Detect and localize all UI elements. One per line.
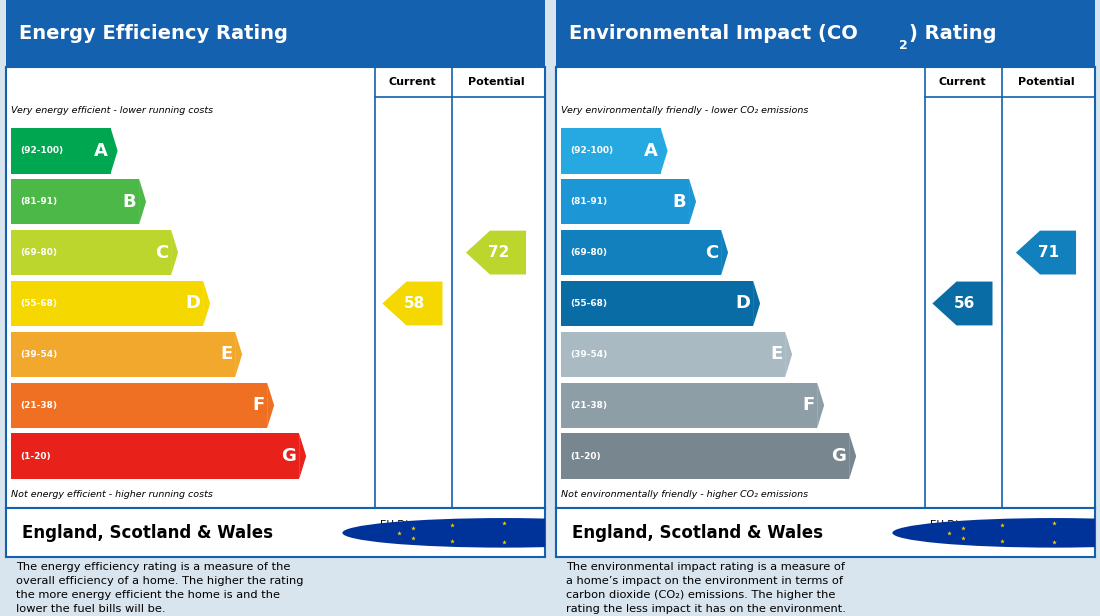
Text: C: C <box>705 243 718 262</box>
Polygon shape <box>172 230 178 275</box>
Text: A: A <box>94 142 108 160</box>
Text: 72: 72 <box>487 245 509 260</box>
Text: C: C <box>155 243 168 262</box>
Polygon shape <box>383 282 442 325</box>
Bar <box>11 179 139 224</box>
Text: The environmental impact rating is a measure of
a home’s impact on the environme: The environmental impact rating is a mea… <box>566 562 846 614</box>
Bar <box>11 128 111 174</box>
Bar <box>11 281 204 326</box>
Text: D: D <box>736 294 750 312</box>
Polygon shape <box>466 230 526 275</box>
Text: Not energy efficient - higher running costs: Not energy efficient - higher running co… <box>11 490 212 500</box>
Text: A: A <box>644 142 658 160</box>
Text: (81-91): (81-91) <box>571 197 607 206</box>
Polygon shape <box>235 331 242 377</box>
Text: Very environmentally friendly - lower CO₂ emissions: Very environmentally friendly - lower CO… <box>561 107 808 115</box>
Text: 2: 2 <box>899 39 907 52</box>
Bar <box>11 434 299 479</box>
Bar <box>11 331 235 377</box>
Text: E: E <box>770 346 782 363</box>
Polygon shape <box>299 434 306 479</box>
Polygon shape <box>661 128 668 174</box>
Text: 56: 56 <box>954 296 976 311</box>
Text: Current: Current <box>938 76 987 86</box>
Polygon shape <box>111 128 118 174</box>
Text: (69-80): (69-80) <box>571 248 607 257</box>
Bar <box>561 128 661 174</box>
Polygon shape <box>139 179 146 224</box>
Polygon shape <box>722 230 728 275</box>
Circle shape <box>342 518 666 548</box>
Polygon shape <box>1016 230 1076 275</box>
Text: (92-100): (92-100) <box>571 146 614 155</box>
Text: 58: 58 <box>404 296 426 311</box>
Text: Current: Current <box>388 76 437 86</box>
Text: B: B <box>673 193 686 211</box>
Text: EU Directive
2002/91/EC: EU Directive 2002/91/EC <box>931 521 994 543</box>
Text: Potential: Potential <box>468 76 525 86</box>
Bar <box>11 383 267 428</box>
Polygon shape <box>817 383 824 428</box>
Text: (69-80): (69-80) <box>21 248 57 257</box>
Text: Energy Efficiency Rating: Energy Efficiency Rating <box>19 24 288 43</box>
Text: Environmental Impact (CO: Environmental Impact (CO <box>569 24 858 43</box>
Text: F: F <box>802 396 814 415</box>
Text: Potential: Potential <box>1018 76 1075 86</box>
Polygon shape <box>785 331 792 377</box>
Text: The energy efficiency rating is a measure of the
overall efficiency of a home. T: The energy efficiency rating is a measur… <box>16 562 304 614</box>
Bar <box>561 383 817 428</box>
Text: D: D <box>186 294 200 312</box>
Text: B: B <box>123 193 136 211</box>
Text: (92-100): (92-100) <box>21 146 64 155</box>
Polygon shape <box>849 434 856 479</box>
Text: (21-38): (21-38) <box>571 401 607 410</box>
Bar <box>11 230 172 275</box>
Polygon shape <box>267 383 274 428</box>
Bar <box>561 281 754 326</box>
Text: (1-20): (1-20) <box>21 452 52 461</box>
Text: F: F <box>252 396 264 415</box>
Text: (55-68): (55-68) <box>571 299 607 308</box>
Bar <box>561 179 689 224</box>
Text: (39-54): (39-54) <box>21 350 58 359</box>
Text: 71: 71 <box>1037 245 1059 260</box>
Bar <box>561 331 785 377</box>
Text: England, Scotland & Wales: England, Scotland & Wales <box>572 524 823 542</box>
Polygon shape <box>933 282 992 325</box>
Text: England, Scotland & Wales: England, Scotland & Wales <box>22 524 273 542</box>
Polygon shape <box>204 281 210 326</box>
Text: (81-91): (81-91) <box>21 197 57 206</box>
Text: (1-20): (1-20) <box>571 452 602 461</box>
Text: G: G <box>832 447 847 465</box>
Text: Not environmentally friendly - higher CO₂ emissions: Not environmentally friendly - higher CO… <box>561 490 808 500</box>
Text: EU Directive
2002/91/EC: EU Directive 2002/91/EC <box>381 521 444 543</box>
Bar <box>561 434 849 479</box>
Polygon shape <box>689 179 696 224</box>
Text: E: E <box>220 346 232 363</box>
Text: ) Rating: ) Rating <box>909 24 996 43</box>
Text: Very energy efficient - lower running costs: Very energy efficient - lower running co… <box>11 107 213 115</box>
Text: (39-54): (39-54) <box>571 350 608 359</box>
Circle shape <box>892 518 1100 548</box>
Text: G: G <box>282 447 297 465</box>
Text: (55-68): (55-68) <box>21 299 57 308</box>
Polygon shape <box>754 281 760 326</box>
Text: (21-38): (21-38) <box>21 401 57 410</box>
Bar <box>561 230 722 275</box>
